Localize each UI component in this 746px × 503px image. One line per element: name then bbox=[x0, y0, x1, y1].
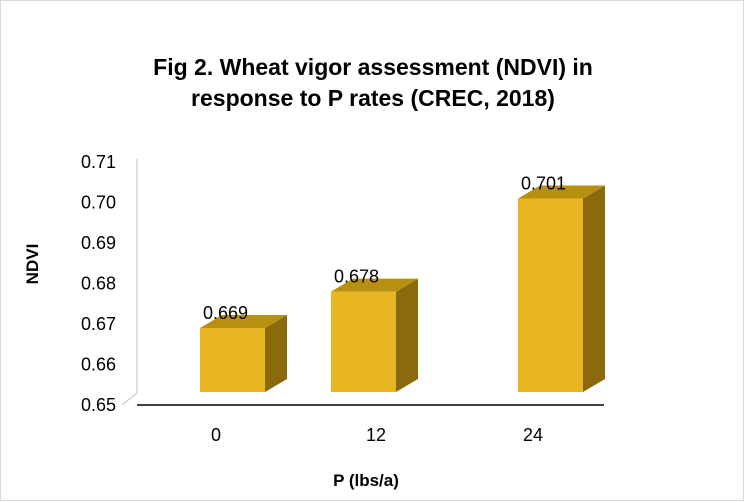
y-axis-line bbox=[121, 159, 138, 406]
data-label: 0.678 bbox=[334, 267, 379, 287]
bars bbox=[200, 185, 605, 392]
bar-front bbox=[200, 328, 265, 392]
chart-title: Fig 2. Wheat vigor assessment (NDVI) in … bbox=[0, 52, 746, 114]
x-tick-label: 0 bbox=[211, 425, 221, 445]
y-axis-ticks: 0.65 0.66 0.67 0.68 0.69 0.70 0.71 bbox=[81, 152, 116, 415]
bar-side bbox=[396, 278, 418, 392]
y-tick-label: 0.70 bbox=[81, 193, 116, 213]
x-tick-label: 12 bbox=[366, 425, 386, 445]
bar-top bbox=[331, 278, 418, 292]
bar-front bbox=[331, 291, 396, 392]
y-tick-label: 0.67 bbox=[81, 314, 116, 334]
bar-0 bbox=[200, 315, 287, 392]
bar-side bbox=[265, 315, 287, 392]
y-tick-label: 0.69 bbox=[81, 233, 116, 253]
y-tick-label: 0.65 bbox=[81, 395, 116, 415]
bar-top bbox=[518, 185, 605, 199]
x-axis-title: P (lbs/a) bbox=[333, 471, 399, 490]
bar-24 bbox=[518, 185, 605, 392]
y-tick-label: 0.68 bbox=[81, 274, 116, 294]
y-axis-title: NDVI bbox=[23, 244, 42, 285]
x-tick-label: 24 bbox=[523, 425, 543, 445]
bar-top bbox=[200, 315, 287, 329]
x-axis-ticks: 0 12 24 bbox=[211, 425, 543, 445]
data-label: 0.701 bbox=[521, 173, 566, 193]
bar-front bbox=[518, 198, 583, 392]
chart-title-line-2: response to P rates (CREC, 2018) bbox=[191, 85, 555, 111]
axes bbox=[121, 159, 604, 406]
y-tick-label: 0.71 bbox=[81, 152, 116, 172]
data-labels: 0.669 0.678 0.701 bbox=[203, 173, 566, 323]
bar-side bbox=[583, 185, 605, 392]
y-tick-label: 0.66 bbox=[81, 355, 116, 375]
bar-12 bbox=[331, 278, 418, 392]
data-label: 0.669 bbox=[203, 303, 248, 323]
chart-title-line-1: Fig 2. Wheat vigor assessment (NDVI) in bbox=[153, 54, 593, 80]
